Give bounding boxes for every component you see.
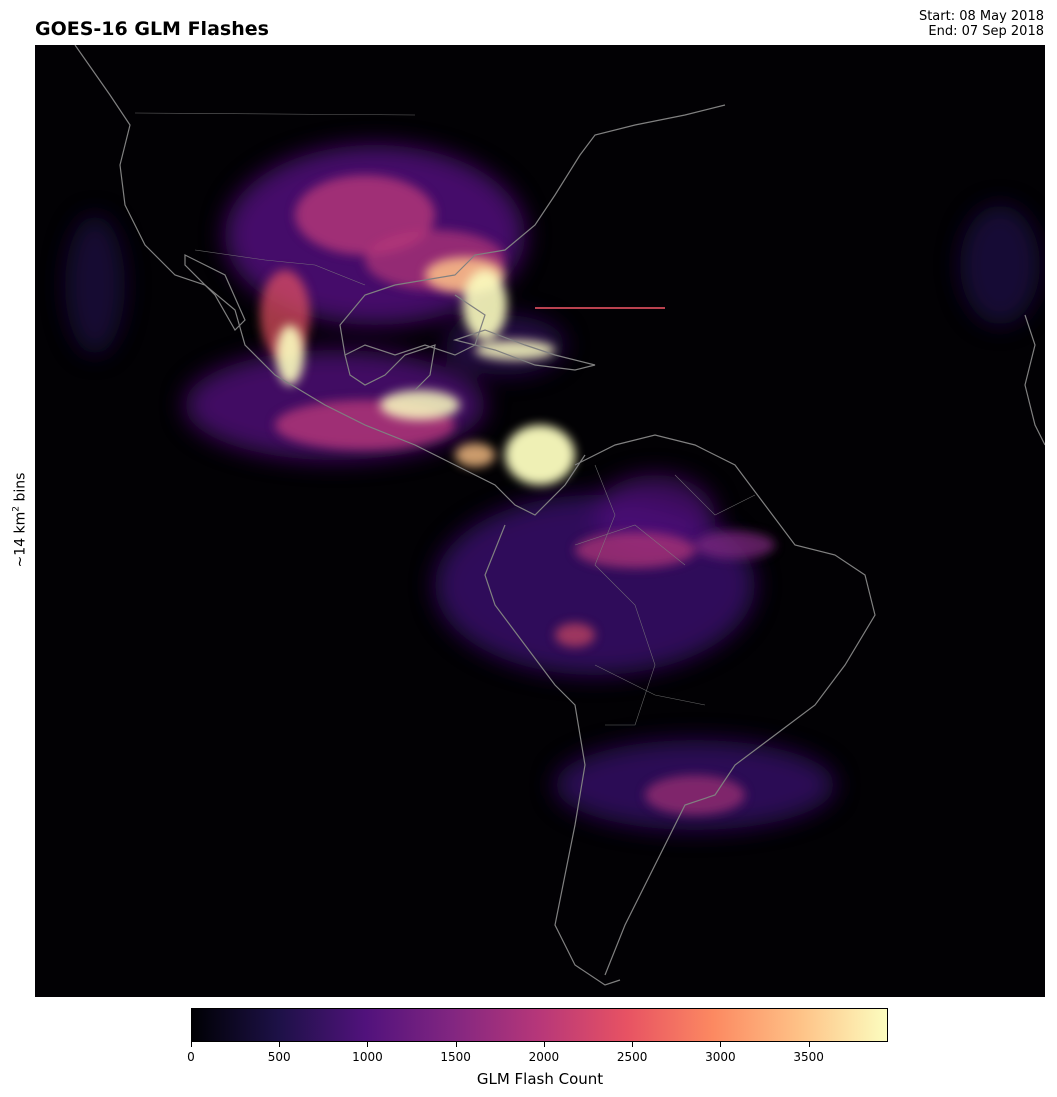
ylabel-superscript: 2 bbox=[11, 505, 22, 512]
end-date: End: 07 Sep 2018 bbox=[928, 24, 1044, 39]
colorbar-ticks: 0 500 1000 1500 2000 2500 3000 3500 bbox=[187, 1042, 888, 1072]
flash-streak bbox=[535, 307, 665, 309]
colorbar-tick bbox=[455, 1042, 457, 1047]
colorbar-tick bbox=[808, 1042, 810, 1047]
flash-density-mid bbox=[260, 175, 775, 815]
coastlines bbox=[74, 45, 1045, 986]
colorbar-tick-label: 2000 bbox=[528, 1050, 560, 1064]
colorbar-tick bbox=[720, 1042, 722, 1047]
lightning-density-map bbox=[35, 45, 1045, 997]
colorbar-tick bbox=[279, 1042, 281, 1047]
colorbar-tick bbox=[191, 1042, 192, 1047]
start-date: Start: 08 May 2018 bbox=[918, 9, 1044, 24]
colorbar-tick bbox=[632, 1042, 634, 1047]
colorbar-tick-label: 3000 bbox=[705, 1050, 736, 1064]
colorbar-label: GLM Flash Count bbox=[476, 1070, 604, 1088]
date-range: Start: 08 May 2018 End: 07 Sep 2018 bbox=[919, 9, 1044, 39]
flash-density-high bbox=[276, 257, 575, 485]
map-title: GOES-16 GLM Flashes bbox=[35, 18, 269, 40]
y-axis-label: ~14 km2 bins bbox=[12, 473, 29, 568]
ylabel-prefix: ~14 km bbox=[12, 511, 29, 568]
flash-density-low bbox=[65, 145, 1040, 830]
colorbar-tick-label: 2500 bbox=[616, 1050, 648, 1064]
colorbar-tick bbox=[543, 1042, 545, 1047]
ylabel-suffix: bins bbox=[12, 472, 29, 506]
colorbar bbox=[191, 1008, 888, 1042]
colorbar-tick-label: 0 bbox=[187, 1050, 195, 1064]
colorbar-tick bbox=[367, 1042, 369, 1047]
map-canvas bbox=[65, 45, 1045, 986]
country-borders bbox=[134, 112, 756, 726]
colorbar-tick-label: 1000 bbox=[352, 1050, 383, 1064]
colorbar-tick-label: 3500 bbox=[793, 1050, 824, 1064]
colorbar-tick-label: 500 bbox=[267, 1050, 291, 1064]
colorbar-tick-label: 1500 bbox=[440, 1050, 471, 1064]
